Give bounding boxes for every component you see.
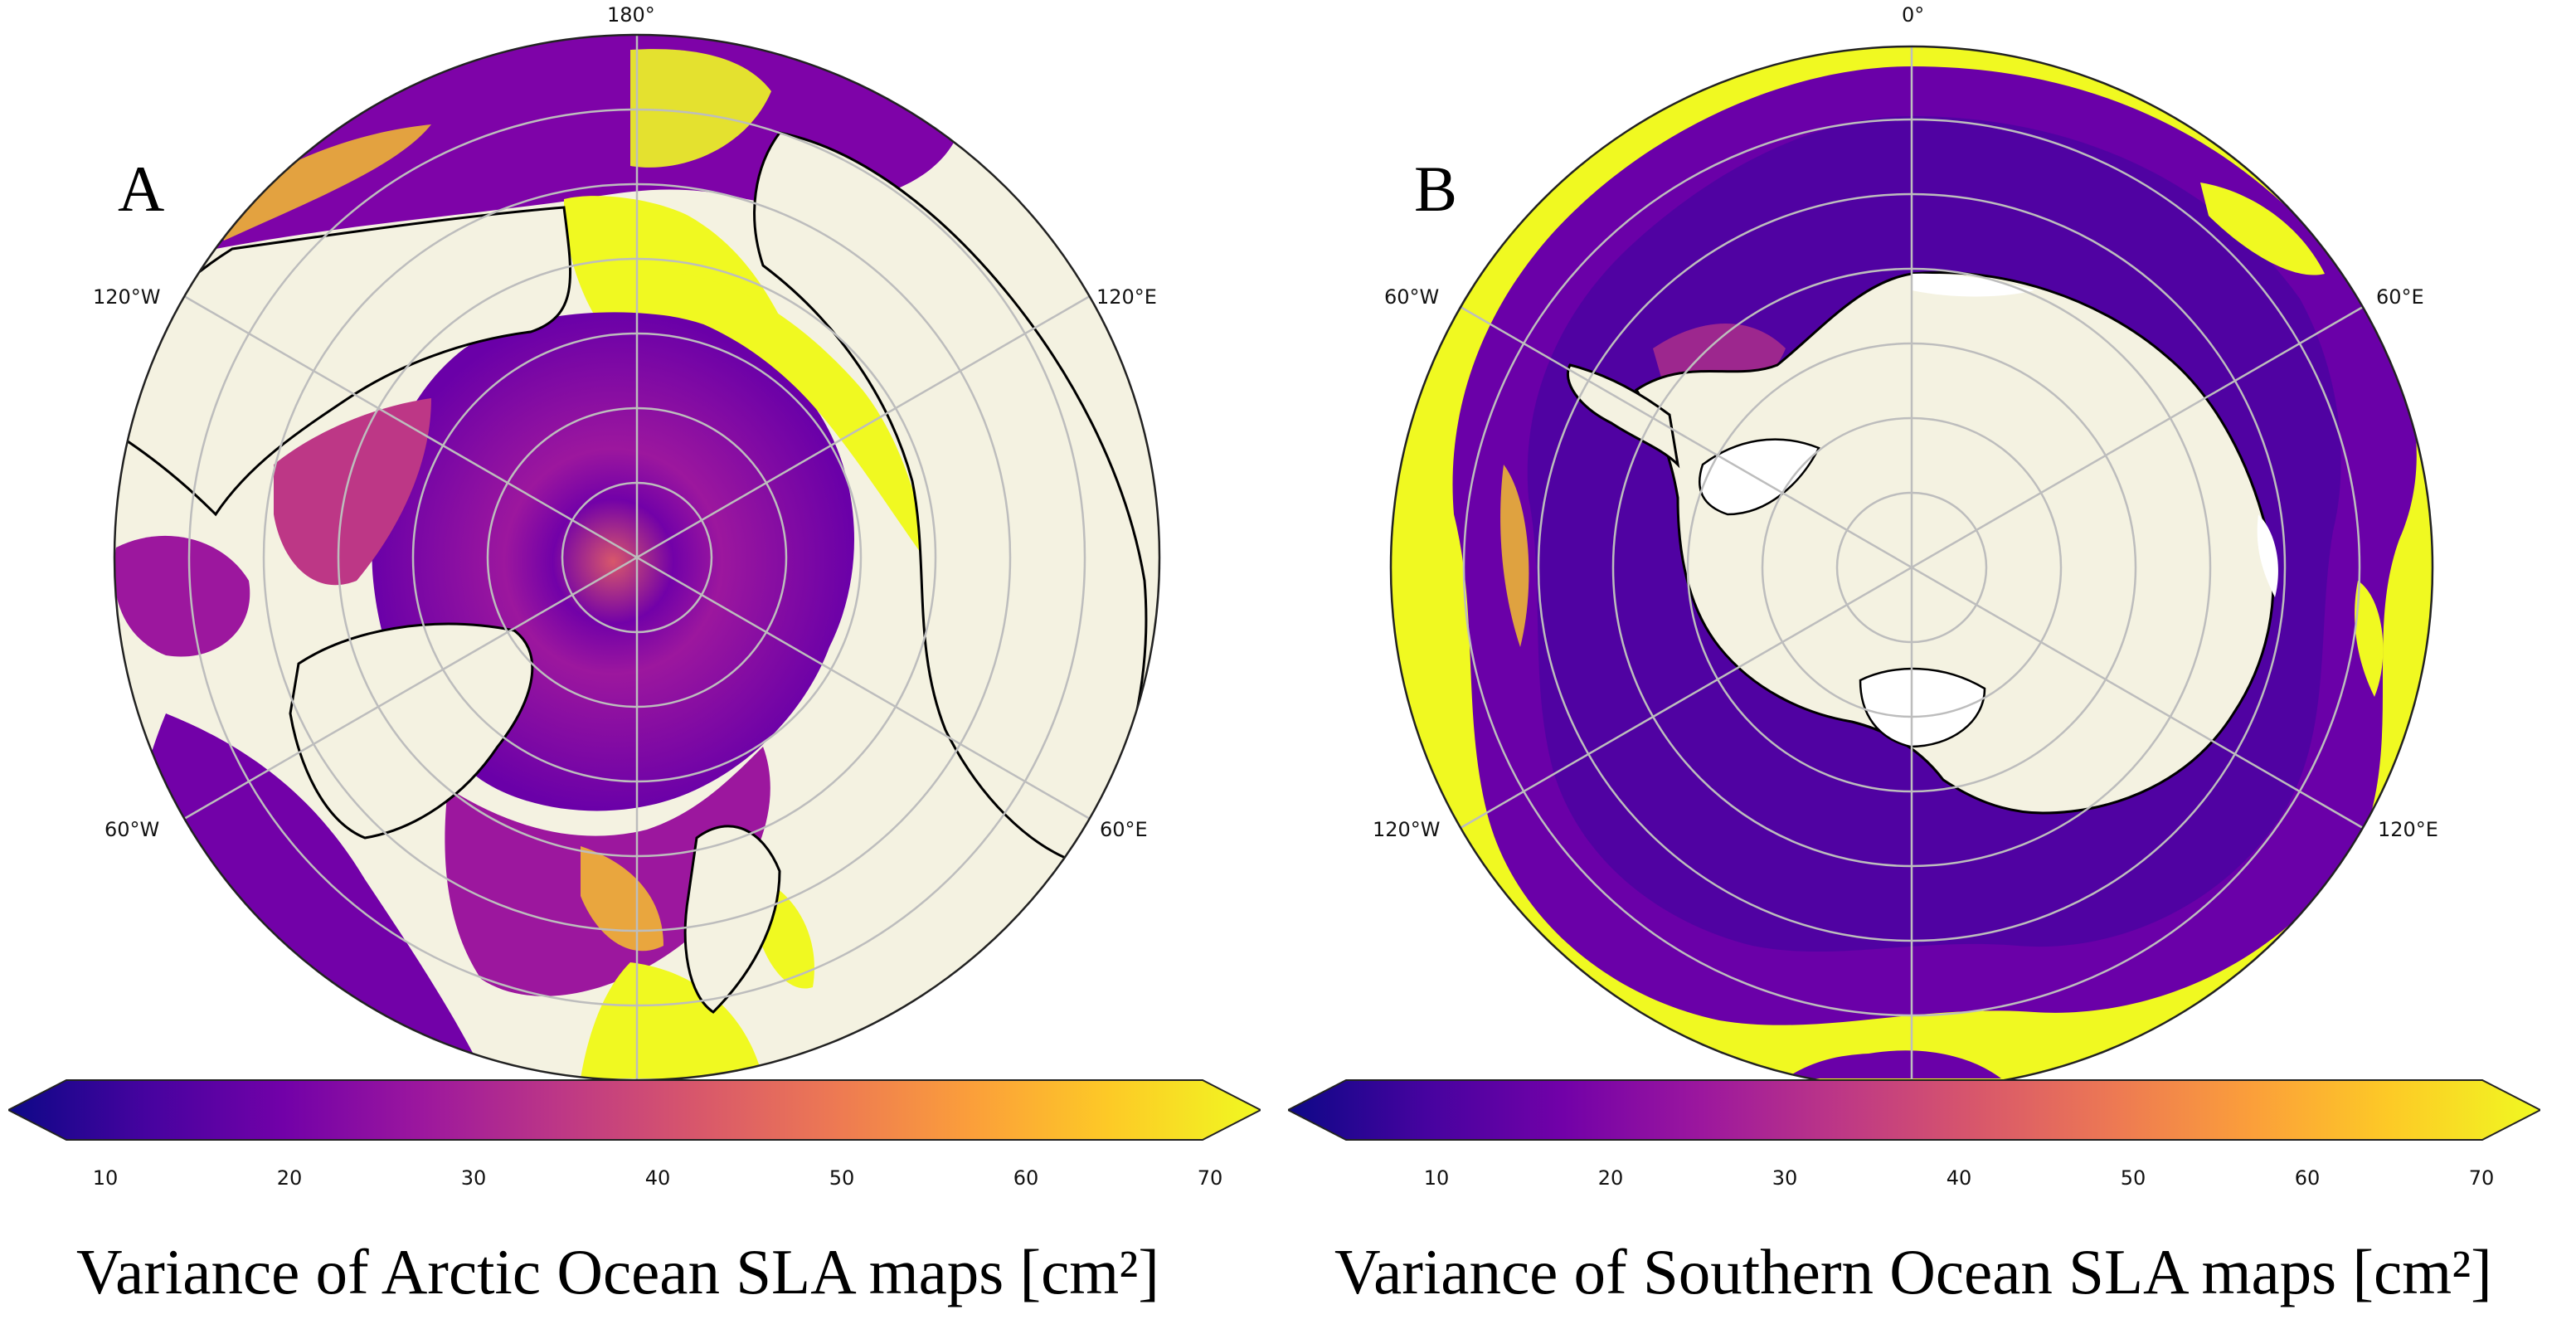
colorbar-tick: 10 [1423, 1166, 1450, 1190]
lon-label-upper-right: 60°E [2376, 285, 2424, 309]
colorbar-tick: 10 [92, 1166, 119, 1190]
colorbar [8, 1079, 1261, 1141]
panel-letter: A [118, 153, 165, 225]
colorbar-body [1288, 1079, 2540, 1141]
colorbar-tick: 40 [1946, 1166, 1972, 1190]
lon-label-top: 0° [1902, 3, 1925, 27]
greenland [289, 622, 534, 840]
ross-ice-shelf [1859, 667, 1986, 748]
colorbar-tick: 40 [644, 1166, 671, 1190]
new-zealand [1786, 1050, 2001, 1078]
amery-ice-shelf [2257, 514, 2278, 597]
colorbar [1288, 1079, 2540, 1141]
colorbar-tick: 20 [276, 1166, 303, 1190]
colorbar-tick: 60 [1013, 1166, 1039, 1190]
lon-label-lower-left: 60°W [104, 818, 160, 841]
panel-letter: B [1414, 153, 1458, 225]
east-antarctic-shelf [1912, 273, 2034, 297]
caption: Variance of Southern Ocean SLA maps [cm²… [1334, 1236, 2492, 1307]
lon-label-upper-right: 120°E [1096, 285, 1157, 309]
antarctic-peninsula [1566, 363, 1680, 469]
graticule [1460, 46, 2364, 1088]
lon-label-top: 180° [607, 3, 655, 27]
eurasia [753, 131, 1148, 864]
north-sea [581, 962, 763, 1078]
panel-arctic: A 180° 120°W 120°E 60°W 60°E 10 20 30 40… [8, 3, 1261, 1307]
colorbar-tick: 60 [2294, 1166, 2321, 1190]
caption: Variance of Arctic Ocean SLA maps [cm²] [76, 1236, 1159, 1307]
lon-label-upper-left: 60°W [1384, 285, 1440, 309]
siberian-shelf [680, 274, 929, 564]
arctic-map [113, 33, 1161, 1082]
graticule [183, 35, 1091, 1080]
colorbar-tick: 70 [1197, 1166, 1223, 1190]
panel-southern: B 0° 60°W 60°E 120°W 120°E 10 20 30 40 5… [1288, 0, 2576, 1329]
lon-label-lower-left: 120°W [1373, 818, 1441, 841]
colorbar-tick: 50 [829, 1166, 855, 1190]
colorbar-tick: 30 [460, 1166, 487, 1190]
lon-label-lower-right: 120°E [2378, 818, 2438, 841]
southern-ocean-map [1389, 45, 2434, 1090]
lon-label-upper-left: 120°W [93, 285, 161, 309]
pacific-high-variance [630, 49, 771, 168]
colorbar-tick: 30 [1772, 1166, 1798, 1190]
colorbar-tick: 70 [2468, 1166, 2495, 1190]
canadian-archipelago [274, 398, 431, 586]
ronne-filchner-ice-shelf [1699, 438, 1820, 516]
lon-label-lower-right: 60°E [1100, 818, 1148, 841]
colorbar-body [8, 1079, 1261, 1141]
colorbar-tick: 20 [1597, 1166, 1624, 1190]
hudson-bay [114, 535, 250, 657]
colorbar-tick: 50 [2120, 1166, 2146, 1190]
